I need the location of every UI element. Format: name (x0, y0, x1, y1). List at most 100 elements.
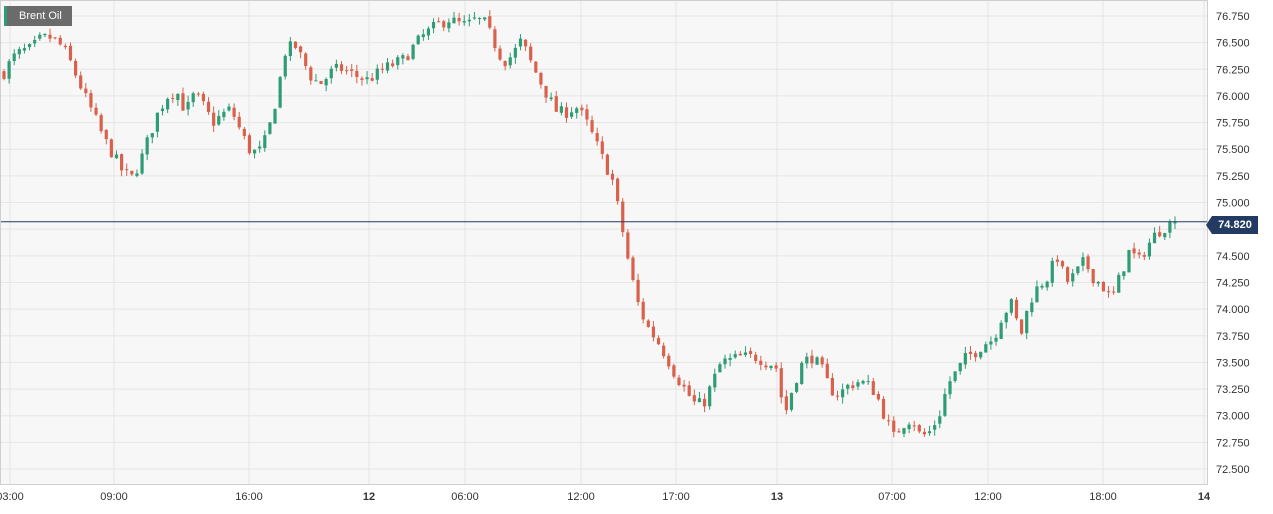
candle-body (902, 428, 906, 434)
candle-body (416, 35, 420, 45)
x-tick-label: 07:00 (878, 491, 906, 503)
candle-body (22, 48, 27, 51)
candle-body (477, 18, 482, 20)
candle-body (590, 120, 594, 132)
candle-body (585, 109, 589, 120)
candle-body (989, 341, 993, 345)
plot-area (0, 0, 1208, 485)
x-tick-label: 16:00 (235, 491, 263, 503)
x-tick-label: 12:00 (974, 491, 1002, 503)
candle-body (503, 60, 507, 67)
candle-body (927, 431, 932, 434)
candle-body (1035, 286, 1039, 303)
candle-body (631, 257, 635, 280)
candle-body (171, 97, 175, 99)
candle-body (437, 21, 441, 23)
grid (0, 0, 1208, 485)
candle-body (764, 365, 768, 368)
candle-body (1127, 249, 1131, 273)
candle-body (677, 377, 681, 386)
candle-body (355, 70, 359, 77)
candle-body (145, 137, 149, 155)
candle-body (283, 55, 287, 77)
candle-body (805, 356, 809, 364)
candle-body (1030, 302, 1034, 313)
candle-body (288, 41, 292, 57)
candle-body (743, 352, 748, 355)
candle-body (191, 93, 195, 103)
candle-body (943, 394, 947, 416)
candle-body (339, 64, 344, 71)
candle-body (493, 29, 497, 49)
candle-body (498, 48, 502, 60)
instrument-label[interactable]: Brent Oil (4, 6, 72, 26)
y-tick-label: 73.750 (1216, 331, 1250, 343)
candle-body (948, 381, 952, 395)
candle-body (483, 17, 487, 20)
candle-body (979, 351, 983, 358)
y-tick-label: 74.500 (1216, 251, 1250, 263)
candle-body (84, 88, 88, 94)
candle-body (33, 39, 37, 44)
candle-body (12, 53, 16, 62)
candle-body (452, 17, 456, 24)
candles (2, 10, 1177, 438)
candle-body (1071, 273, 1075, 282)
candle-body (575, 108, 579, 113)
candle-body (968, 351, 973, 354)
candle-body (370, 78, 374, 81)
candle-body (810, 355, 814, 364)
candle-body (222, 111, 226, 118)
candle-body (206, 101, 211, 113)
candle-body (350, 69, 354, 71)
candle-body (278, 77, 282, 108)
y-tick-label: 76.500 (1216, 38, 1250, 50)
y-tick-label: 73.500 (1216, 357, 1250, 369)
x-tick-label: 18:00 (1089, 491, 1117, 503)
candle-body (7, 61, 11, 79)
candle-body (718, 364, 722, 373)
candle-body (155, 112, 160, 132)
candle-body (529, 46, 533, 61)
candle-body (63, 45, 67, 48)
x-axis: 03:00 09:00 16:00 12 06:00 12:00 17:00 13 07:00 1… (0, 491, 1211, 503)
candle-body (559, 106, 563, 113)
candle-body (396, 57, 400, 66)
candle-body (345, 70, 349, 72)
candle-body (1086, 256, 1090, 270)
candle-body (728, 357, 732, 360)
candle-body (1019, 319, 1024, 334)
candle-body (375, 68, 379, 80)
candle-body (324, 79, 328, 86)
y-tick-label: 75.250 (1216, 171, 1250, 183)
candle-body (651, 326, 656, 338)
candle-body (1014, 299, 1019, 319)
candle-body (38, 34, 42, 39)
candle-body (794, 383, 799, 392)
candle-body (1096, 281, 1100, 284)
candle-body (186, 101, 190, 110)
candle-body (881, 398, 886, 419)
candle-body (120, 154, 124, 171)
candle-body (1050, 260, 1054, 283)
candle-body (554, 96, 558, 112)
candle-body (1163, 233, 1167, 238)
candle-body (293, 41, 298, 48)
candle-body (892, 420, 896, 432)
candle-body (462, 21, 466, 23)
plot-border (0, 0, 1208, 485)
candle-body (48, 34, 52, 39)
candle-body (1122, 271, 1126, 277)
candle-body (759, 360, 763, 365)
candle-body (1173, 221, 1177, 224)
candle-body (334, 63, 338, 68)
y-tick-label: 76.250 (1216, 64, 1250, 76)
candle-body (58, 37, 62, 45)
candle-body (391, 63, 395, 67)
candle-body (68, 45, 73, 61)
candle-body (820, 357, 824, 365)
candle-body (508, 57, 512, 66)
candle-body (360, 78, 364, 80)
candle-body (329, 68, 333, 79)
